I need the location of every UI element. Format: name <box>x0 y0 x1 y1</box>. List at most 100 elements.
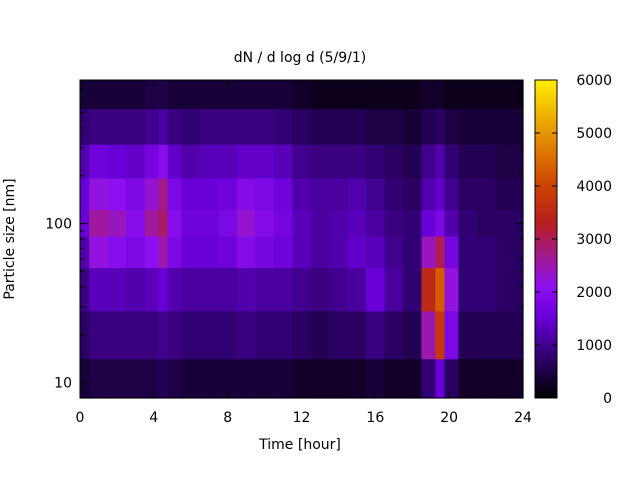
colorbar-axis: 0 1000 2000 3000 4000 5000 6000 <box>535 73 612 407</box>
heatmap-cell <box>158 209 169 237</box>
heatmap-cell <box>310 267 330 312</box>
heatmap-cell <box>458 267 478 312</box>
heatmap-cell <box>80 267 90 312</box>
heatmap-cell <box>421 209 436 237</box>
heatmap-cell <box>435 177 446 211</box>
heatmap-cell <box>181 310 201 360</box>
heatmap-cell <box>403 108 423 145</box>
heatmap-cell <box>435 310 446 360</box>
heatmap-cell <box>495 358 515 399</box>
x-tick-label: 24 <box>514 410 532 426</box>
heatmap-cell <box>80 310 90 360</box>
x-tick-label: 12 <box>293 410 311 426</box>
x-axis: 0 4 8 12 16 20 24 <box>76 80 532 426</box>
x-tick-label: 0 <box>76 410 85 426</box>
x-tick-label: 4 <box>149 410 158 426</box>
heatmap-cell <box>89 310 109 360</box>
heatmap-cell <box>181 235 201 269</box>
heatmap-cell <box>403 80 423 110</box>
colorbar-tick-label: 6000 <box>576 73 612 89</box>
heatmap-cell <box>347 80 367 110</box>
heatmap-cell <box>107 144 127 179</box>
heatmap-cell <box>181 144 201 179</box>
heatmap-cell <box>310 144 330 179</box>
heatmap-cell <box>476 235 496 269</box>
heatmap-cell <box>199 358 220 399</box>
heatmap-cell <box>89 358 109 399</box>
heatmap-cell <box>435 267 446 312</box>
heatmap-cell <box>292 80 312 110</box>
heatmap-cell <box>89 80 109 110</box>
heatmap-cell <box>329 310 349 360</box>
heatmap-cell <box>366 310 386 360</box>
heatmap-cell <box>444 209 459 237</box>
heatmap-cell <box>444 80 459 110</box>
heatmap-cell <box>107 209 127 237</box>
heatmap-cell <box>107 80 127 110</box>
heatmap-cell <box>513 108 524 145</box>
heatmap-cell <box>458 358 478 399</box>
heatmap-cell <box>80 209 90 237</box>
heatmap-cell <box>273 267 293 312</box>
heatmap-cell <box>329 177 349 211</box>
heatmap-cell <box>310 177 330 211</box>
heatmap-cell <box>366 177 386 211</box>
heatmap-cell <box>421 310 436 360</box>
heatmap-cell <box>366 80 386 110</box>
heatmap-cell <box>255 144 275 179</box>
heatmap-cell <box>458 144 478 179</box>
heatmap-cell <box>458 209 478 237</box>
heatmap-cell <box>236 310 256 360</box>
heatmap-cell <box>80 144 90 179</box>
heatmap-cell <box>403 358 423 399</box>
heatmap-cell <box>167 267 183 312</box>
heatmap-cell <box>476 80 496 110</box>
heatmap-cell <box>476 358 496 399</box>
heatmap-cell <box>292 108 312 145</box>
heatmap-cell <box>107 235 127 269</box>
heatmap-cell <box>144 235 160 269</box>
heatmap-cell <box>476 209 496 237</box>
heatmap-cell <box>273 177 293 211</box>
heatmap-cell <box>236 358 256 399</box>
heatmap-cell <box>444 358 459 399</box>
heatmap-cell <box>495 108 515 145</box>
heatmap-cell <box>144 358 160 399</box>
x-tick-label: 8 <box>223 410 232 426</box>
heatmap-cell <box>384 235 404 269</box>
heatmap-cell <box>167 80 183 110</box>
x-axis-label: Time [hour] <box>258 437 341 453</box>
heatmap-cell <box>181 80 201 110</box>
heatmap-cell <box>255 209 275 237</box>
heatmap-cell <box>126 267 146 312</box>
heatmap-cell <box>218 177 238 211</box>
heatmap-cell <box>80 80 90 110</box>
heatmap-cell <box>107 108 127 145</box>
heatmap-cell <box>384 108 404 145</box>
heatmap-cell <box>181 108 201 145</box>
colorbar-tick-label: 4000 <box>576 179 612 195</box>
heatmap-cell <box>181 177 201 211</box>
heatmap-cell <box>513 177 524 211</box>
heatmap-cell <box>273 209 293 237</box>
heatmap-cell <box>292 209 312 237</box>
heatmap-cell <box>218 310 238 360</box>
heatmap-cell <box>421 144 436 179</box>
heatmap-cell <box>329 358 349 399</box>
heatmap-cell <box>347 267 367 312</box>
y-axis-label: Particle size [nm] <box>2 178 18 299</box>
heatmap-cell <box>444 235 459 269</box>
heatmap-cell <box>458 108 478 145</box>
heatmap-cell <box>89 267 109 312</box>
heatmap-cell <box>292 310 312 360</box>
heatmap-cell <box>329 267 349 312</box>
heatmap-cell <box>310 209 330 237</box>
heatmap-cell <box>167 209 183 237</box>
heatmap-cell <box>126 177 146 211</box>
heatmap-cell <box>199 80 220 110</box>
heatmap-cell <box>476 177 496 211</box>
colorbar-tick-label: 5000 <box>576 126 612 142</box>
heatmap-cell <box>403 235 423 269</box>
heatmap-cell <box>310 108 330 145</box>
heatmap-cells <box>80 80 524 399</box>
